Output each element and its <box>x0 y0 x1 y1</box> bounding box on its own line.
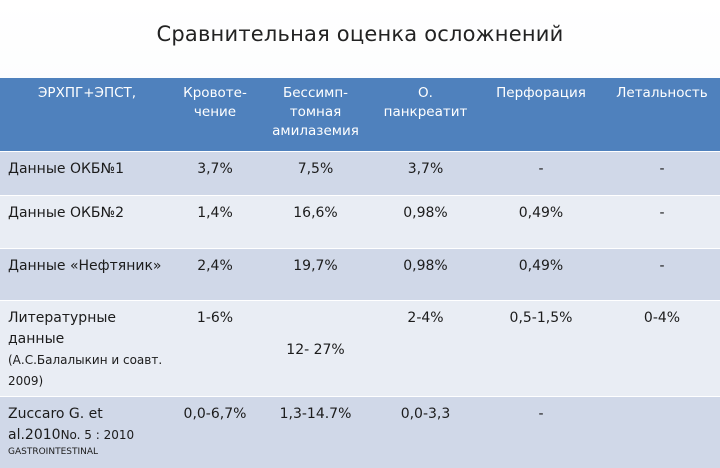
cell-perforation: 0,49% <box>478 196 604 249</box>
table-row: Данные ОКБ№1 3,7% 7,5% 3,7% - - <box>0 152 720 196</box>
row-label: Литературные данные <box>8 310 116 347</box>
cell-amylasemia: 19,7% <box>258 249 373 301</box>
header-amylasemia: Бессимп-томная амилаземия <box>258 78 373 152</box>
slide-title: Сравнительная оценка осложнений <box>0 22 720 46</box>
cell-amylasemia: 1,3-14.7% <box>258 397 373 468</box>
cell-perforation: 0,5-1,5% <box>478 301 604 397</box>
row-label-note: No. 5 : 2010 <box>61 428 135 442</box>
cell-bleeding: 0,0-6,7% <box>172 397 258 468</box>
cell-bleeding: 3,7% <box>172 152 258 196</box>
cell-pancreatitis: 2-4% <box>373 301 478 397</box>
cell-perforation: 0,49% <box>478 249 604 301</box>
cell-amylasemia: 7,5% <box>258 152 373 196</box>
table-row: Zuccaro G. et al.2010No. 5 : 2010 GASTRO… <box>0 397 720 468</box>
header-bleeding: Кровоте-чение <box>172 78 258 152</box>
cell-amylasemia: 16,6% <box>258 196 373 249</box>
cell-pancreatitis: 3,7% <box>373 152 478 196</box>
complications-table: ЭРХПГ+ЭПСТ, Кровоте-чение Бессимп-томная… <box>0 78 720 468</box>
header-pancreatitis: О. панкреатит <box>373 78 478 152</box>
row-label-cell: Zuccaro G. et al.2010No. 5 : 2010 GASTRO… <box>0 397 172 468</box>
header-row: ЭРХПГ+ЭПСТ, Кровоте-чение Бессимп-томная… <box>0 78 720 152</box>
row-label: Данные ОКБ№1 <box>0 152 172 196</box>
header-procedure: ЭРХПГ+ЭПСТ, <box>0 78 172 152</box>
header-perforation: Перфорация <box>478 78 604 152</box>
row-label-note: (А.С.Балалыкин и соавт. 2009) <box>8 353 162 388</box>
cell-mortality: - <box>604 249 720 301</box>
cell-pancreatitis: 0,0-3,3 <box>373 397 478 468</box>
row-label: Данные ОКБ№2 <box>0 196 172 249</box>
cell-bleeding: 2,4% <box>172 249 258 301</box>
cell-pancreatitis: 0,98% <box>373 249 478 301</box>
header-mortality: Летальность <box>604 78 720 152</box>
cell-bleeding: 1,4% <box>172 196 258 249</box>
cell-mortality: - <box>604 196 720 249</box>
cell-amylasemia: 12- 27% <box>258 301 373 397</box>
cell-bleeding: 1-6% <box>172 301 258 397</box>
cell-pancreatitis: 0,98% <box>373 196 478 249</box>
cell-perforation: - <box>478 397 604 468</box>
table-row: Данные ОКБ№2 1,4% 16,6% 0,98% 0,49% - <box>0 196 720 249</box>
table-row: Литературные данные (А.С.Балалыкин и соа… <box>0 301 720 397</box>
row-label: Данные «Нефтяник» <box>0 249 172 301</box>
cell-mortality: 0-4% <box>604 301 720 397</box>
table-row: Данные «Нефтяник» 2,4% 19,7% 0,98% 0,49%… <box>0 249 720 301</box>
cell-mortality <box>604 397 720 468</box>
cell-perforation: - <box>478 152 604 196</box>
cell-mortality: - <box>604 152 720 196</box>
row-label-extra: GASTROINTESTINAL <box>8 446 168 458</box>
row-label-cell: Литературные данные (А.С.Балалыкин и соа… <box>0 301 172 397</box>
